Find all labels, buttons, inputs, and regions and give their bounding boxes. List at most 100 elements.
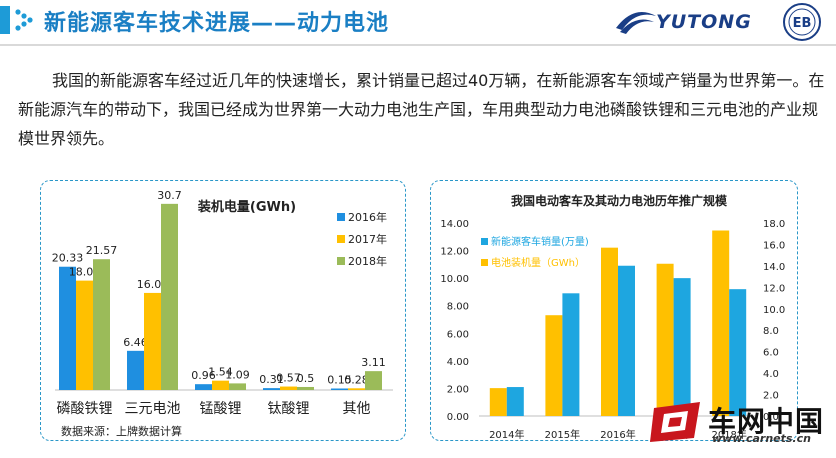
chart1-value-label-3-0: 0.31 [259, 373, 284, 386]
chart1-bar-4-2 [365, 371, 382, 390]
chart1-bar-0-0 [59, 266, 76, 390]
chart2-left-tick-3: 6.00 [447, 329, 469, 340]
chart2-left-tick-4: 8.00 [447, 302, 469, 313]
chart1-legend-label-1: 2017年 [348, 232, 387, 246]
chart1-bar-4-0 [331, 388, 348, 390]
chart2-category-label-4: 2018年 [711, 428, 746, 441]
chart2-bar-battery-2 [601, 247, 618, 416]
chart1-value-label-1-2: 30.7 [157, 189, 182, 202]
chart2-right-tick-0: 0.0 [763, 412, 779, 423]
seal-icon: EB [783, 3, 821, 41]
chart1-bar-3-2 [297, 386, 314, 390]
carnets-logo-icon [650, 402, 700, 442]
chart1-bar-1-2 [161, 203, 178, 390]
chart2-legend-label-1: 电池装机量（GWh） [491, 256, 585, 269]
chart2-title: 我国电动客车及其动力电池历年推广规模 [511, 193, 728, 208]
chart2-right-tick-4: 8.0 [763, 326, 779, 337]
chart2-bar-bus-2 [618, 265, 635, 416]
chart1-legend-swatch-2 [337, 257, 345, 265]
chart2-right-tick-7: 14.0 [763, 262, 785, 273]
chart1-legend-label-2: 2018年 [348, 254, 387, 268]
chart1-bar-0-1 [76, 280, 93, 390]
chart2-bar-bus-0 [506, 387, 524, 416]
chart2-category-label-1: 2015年 [545, 428, 580, 441]
chart2-category-label-2: 2016年 [600, 428, 635, 441]
chart1-bar-4-1 [348, 388, 365, 390]
chart1-bar-1-1 [144, 292, 161, 390]
watermark-text: 车网中国 [708, 405, 825, 438]
chart2-category-label-0: 2014年 [489, 428, 524, 441]
chart2-legend-label-0: 新能源客车销量(万量) [491, 235, 589, 248]
chart2-right-tick-1: 2.0 [763, 391, 779, 402]
header-chevron-icon [15, 9, 33, 31]
chart1-bar-3-0 [263, 388, 280, 390]
logo-text: YUTONG [656, 11, 752, 33]
chart1-value-label-3-1: 0.57 [276, 372, 301, 385]
seal-text: EB [793, 16, 812, 31]
chart1-value-label-2-2: 1.09 [225, 368, 250, 381]
watermark-url: www.carnets.cn [712, 432, 811, 445]
chart2-bar-battery-0 [489, 388, 507, 416]
chart1-source-note: 数据来源：上牌数据计算 [61, 424, 182, 438]
chart1-category-label-0: 磷酸铁锂 [57, 401, 113, 417]
chart1-category-label-4: 其他 [343, 401, 371, 417]
chart2-left-tick-6: 12.00 [440, 247, 469, 258]
chart2-right-tick-8: 16.0 [763, 240, 785, 251]
chart1-value-label-3-2: 0.5 [297, 372, 315, 385]
chart2-right-tick-3: 6.0 [763, 348, 779, 359]
chart1-legend-swatch-0 [337, 213, 345, 221]
chart1-bar-3-1 [280, 386, 297, 390]
carnets-watermark: 车网中国 www.carnets.cn [650, 398, 836, 458]
header-accent-bar [0, 6, 10, 34]
chart2-bar-bus-3 [673, 278, 691, 416]
chart1-category-label-2: 锰酸锂 [200, 401, 242, 417]
chart1-legend-swatch-1 [337, 235, 345, 243]
chart2-bar-battery-1 [545, 315, 563, 416]
chart1-category-label-3: 钛酸锂 [268, 401, 310, 417]
chart1-bar-2-0 [195, 384, 212, 390]
chart1-bar-2-2 [229, 383, 246, 390]
chart1-value-label-4-1: 0.28 [344, 373, 369, 386]
intro-text: 我国的新能源客车经过近几年的快速增长，累计销量已超过40万辆，在新能源客车领域产… [18, 71, 825, 148]
chart1-title: 装机电量(GWh) [197, 199, 296, 215]
bus-battery-promotion-chart-svg: 我国电动客车及其动力电池历年推广规模 0.00 2.00 4.00 6.00 8.00 10… [440, 193, 785, 441]
chart2-right-tick-2: 4.0 [763, 369, 779, 380]
chart1-value-label-2-1: 1.54 [208, 366, 233, 379]
chart1-value-label-1-1: 16.01 [137, 278, 169, 291]
chart2-right-tick-5: 10.0 [763, 305, 785, 316]
yutong-logo: YUTONG [614, 6, 774, 38]
chart2-right-tick-9: 18.0 [763, 219, 785, 230]
chart1-legend-label-0: 2016年 [348, 210, 387, 224]
installed-capacity-chart: 装机电量(GWh) 20.33 18.04 21.57 磷酸铁锂 6.46 16.01 30.… [40, 180, 406, 441]
chart2-left-tick-7: 14.00 [440, 219, 469, 230]
chart2-legend-swatch-1 [481, 259, 488, 266]
chart1-value-label-4-0: 0.15 [327, 374, 352, 387]
chart1-bar-0-2 [93, 259, 110, 390]
chart1-value-label-4-2: 3.11 [361, 356, 386, 369]
chart2-left-tick-0: 0.00 [447, 412, 469, 423]
chart2-bar-battery-3 [656, 263, 674, 416]
yutong-swoosh-icon [616, 12, 656, 34]
chart1-value-label-0-1: 18.04 [69, 266, 101, 279]
chart1-value-label-2-0: 0.96 [191, 369, 216, 382]
chart2-bar-bus-4 [729, 289, 747, 416]
chart1-value-label-0-0: 20.33 [52, 252, 84, 265]
chart2-legend-swatch-0 [481, 238, 488, 245]
chart1-bar-2-1 [212, 380, 229, 390]
chart2-right-tick-6: 12.0 [763, 283, 785, 294]
chart1-value-label-0-2: 21.57 [86, 244, 118, 257]
chart2-bar-battery-4 [712, 230, 730, 416]
chart1-category-label-1: 三元电池 [125, 401, 181, 417]
chart2-left-tick-1: 2.00 [447, 384, 469, 395]
chart2-left-tick-2: 4.00 [447, 357, 469, 368]
page-title: 新能源客车技术进展——动力电池 [44, 11, 390, 36]
chart1-value-label-1-0: 6.46 [123, 336, 148, 349]
chart1-bar-1-0 [127, 350, 144, 390]
chart2-bar-bus-1 [562, 293, 580, 416]
slide-header: 新能源客车技术进展——动力电池 YUTONG EB [0, 0, 836, 44]
bus-battery-promotion-chart: 我国电动客车及其动力电池历年推广规模 0.00 2.00 4.00 6.00 8.00 10… [430, 180, 798, 441]
intro-paragraph: 我国的新能源客车经过近几年的快速增长，累计销量已超过40万辆，在新能源客车领域产… [18, 66, 828, 153]
header-divider [0, 44, 836, 46]
chart2-left-tick-5: 10.00 [440, 274, 469, 285]
